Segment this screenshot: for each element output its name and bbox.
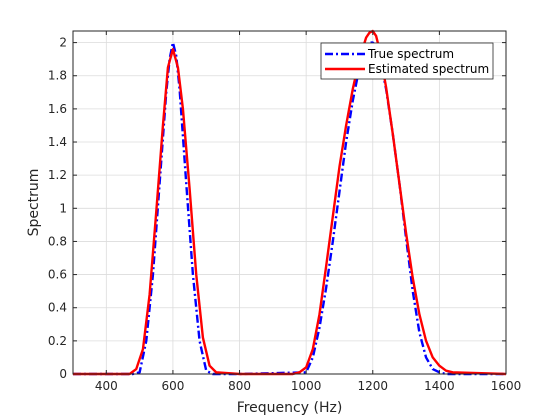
y-tick-label: 0.8 <box>48 234 67 248</box>
ticks: 400 600 800 1000 1200 1400 1600 0 0.2 0.4 0.6 0.8 1 1… <box>48 31 521 393</box>
legend-box <box>320 42 494 80</box>
x-tick-label: 1600 <box>491 379 522 393</box>
x-tick-label: 1000 <box>291 379 322 393</box>
series-lines <box>73 29 507 376</box>
y-tick-label: 0.4 <box>48 301 67 315</box>
y-tick-label: 1.6 <box>48 102 67 116</box>
y-tick-label: 1.8 <box>48 69 67 83</box>
x-tick-label: 800 <box>228 379 251 393</box>
y-tick-label: 0.2 <box>48 334 67 348</box>
x-tick-label: 1200 <box>357 379 388 393</box>
y-tick-label: 1 <box>59 201 67 215</box>
legend-label-estimated-spectrum: Estimated spectrum <box>368 62 489 76</box>
legend-label-true-spectrum: True spectrum <box>367 47 454 61</box>
grid <box>73 31 507 375</box>
y-tick-label: 0.6 <box>48 268 67 282</box>
y-tick-label: 2 <box>59 36 67 50</box>
x-tick-label: 400 <box>95 379 118 393</box>
y-tick-label: 1.4 <box>48 135 67 149</box>
series-line-estimated-spectrum <box>73 29 507 376</box>
y-tick-label: 1.2 <box>48 168 67 182</box>
plot-area <box>73 31 506 374</box>
x-tick-label: 1400 <box>424 379 455 393</box>
y-axis-label: Spectrum <box>26 169 42 237</box>
x-axis-label: Frequency (Hz) <box>237 400 343 416</box>
x-tick-label: 600 <box>161 379 184 393</box>
y-tick-label: 0 <box>59 367 67 381</box>
plot-frame <box>72 30 507 375</box>
